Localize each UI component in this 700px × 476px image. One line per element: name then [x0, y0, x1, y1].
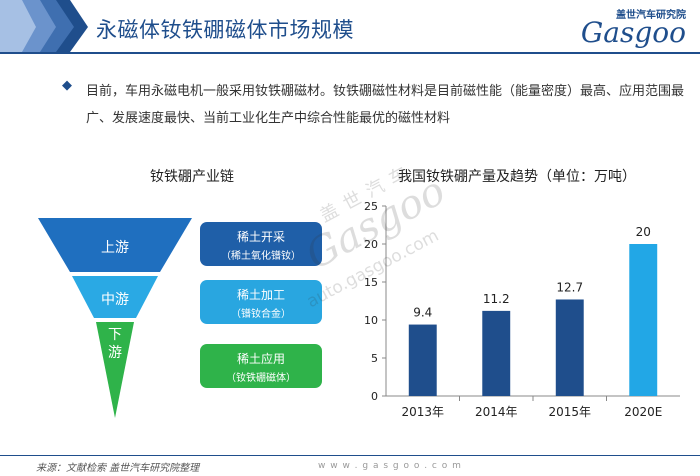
funnel-label-upstream: 上游 — [101, 240, 129, 256]
logo-cn-text: 盖世汽车研究院 — [616, 10, 686, 21]
x-tick-label: 2015年 — [548, 405, 591, 419]
chain-box-mining: 稀土开采 （稀土氧化镨钕） — [200, 222, 322, 266]
logo-en-text: Gasgoo — [580, 16, 686, 49]
chain-box-application: 稀土应用 （钕铁硼磁体） — [200, 344, 322, 388]
y-tick-label: 5 — [371, 352, 378, 365]
funnel-midstream — [72, 276, 158, 318]
bar-value-label: 12.7 — [556, 280, 583, 294]
gasgoo-logo: 盖世汽车研究院 Gasgoo — [566, 6, 686, 50]
y-tick-label: 10 — [364, 314, 378, 327]
box-application-sub: （钕铁硼磁体） — [226, 373, 296, 384]
intro-paragraph: 目前，车用永磁电机一般采用钕铁硼磁材。钕铁硼磁性材料是目前磁性能（能量密度）最高… — [86, 84, 685, 126]
funnel-label-midstream: 中游 — [101, 292, 129, 308]
header-divider — [0, 52, 700, 54]
page-title: 永磁体钕铁硼磁体市场规模 — [96, 18, 354, 42]
footer-divider — [0, 455, 700, 456]
bar — [408, 324, 437, 396]
box-mining-sub: （稀土氧化镨钕） — [221, 251, 301, 262]
box-mining-title: 稀土开采 — [236, 230, 285, 244]
production-bar-chart: 05101520259.42013年11.22014年12.72015年2020… — [364, 200, 680, 419]
bar — [555, 299, 584, 396]
chain-title: 钕铁硼产业链 — [150, 169, 234, 185]
industry-chain-funnel: 上游 中游 下 游 — [38, 218, 192, 418]
y-tick-label: 20 — [364, 238, 378, 251]
chart-title: 我国钕铁硼产量及趋势（单位：万吨） — [398, 169, 636, 185]
y-tick-label: 25 — [364, 200, 378, 213]
box-processing-sub: （镨钕合金） — [231, 309, 291, 320]
y-tick-label: 0 — [371, 390, 378, 403]
funnel-downstream — [96, 322, 134, 418]
bullet-diamond-icon: ◆ — [62, 78, 72, 93]
bar-value-label: 20 — [636, 225, 651, 239]
funnel-label-downstream: 下 游 — [108, 327, 122, 361]
x-tick-label: 2013年 — [401, 405, 444, 419]
x-tick-label: 2020E — [624, 405, 662, 419]
bar-value-label: 11.2 — [483, 292, 510, 306]
x-tick-label: 2014年 — [475, 405, 518, 419]
funnel-upstream — [38, 218, 192, 272]
box-processing-title: 稀土加工 — [236, 288, 285, 302]
bar — [482, 310, 511, 396]
bar-value-label: 9.4 — [413, 306, 432, 320]
bar — [629, 244, 658, 396]
y-tick-label: 15 — [364, 276, 378, 289]
source-note: 来源：文献检索 盖世汽车研究院整理 — [36, 463, 200, 474]
box-application-title: 稀土应用 — [236, 352, 285, 366]
header: 永磁体钕铁硼磁体市场规模 盖世汽车研究院 Gasgoo — [0, 0, 700, 54]
header-chevron-icon — [0, 0, 88, 52]
footer-url: w w w . g a s g o o . c o m — [318, 461, 462, 471]
chain-box-processing: 稀土加工 （镨钕合金） — [200, 280, 322, 324]
